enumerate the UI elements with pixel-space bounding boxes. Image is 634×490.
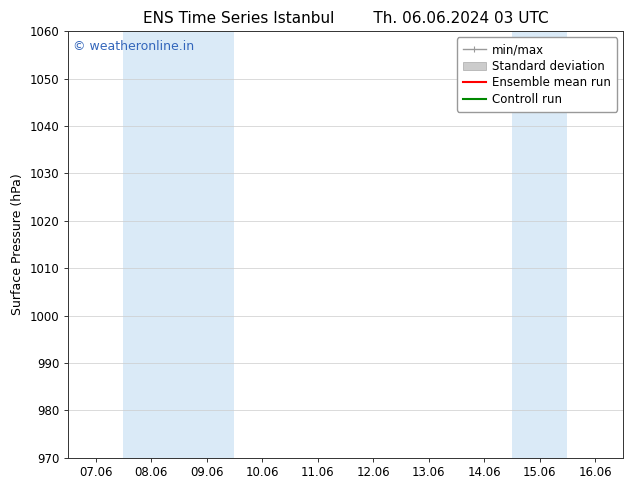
Text: © weatheronline.in: © weatheronline.in — [74, 40, 195, 53]
Y-axis label: Surface Pressure (hPa): Surface Pressure (hPa) — [11, 173, 24, 316]
Bar — [512, 31, 567, 458]
Legend: min/max, Standard deviation, Ensemble mean run, Controll run: min/max, Standard deviation, Ensemble me… — [456, 37, 617, 112]
Bar — [123, 31, 235, 458]
Title: ENS Time Series Istanbul        Th. 06.06.2024 03 UTC: ENS Time Series Istanbul Th. 06.06.2024 … — [143, 11, 548, 26]
